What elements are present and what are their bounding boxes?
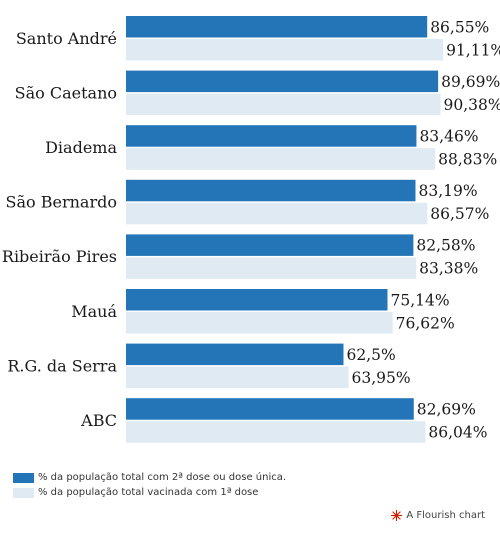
data-label-second-dose-sao-caetano: 89,69%	[441, 73, 500, 91]
bar-first-dose-maua[interactable]	[126, 312, 393, 334]
bar-second-dose-diadema[interactable]	[126, 125, 417, 147]
legend-swatch-first-dose	[13, 487, 34, 498]
data-label-second-dose-ribeirao-pires: 82,58%	[416, 237, 475, 255]
category-label-sao-caetano: São Caetano	[15, 83, 117, 102]
bar-second-dose-maua[interactable]	[126, 289, 388, 311]
bar-second-dose-santo-andre[interactable]	[126, 16, 428, 38]
bar-first-dose-sao-bernardo[interactable]	[126, 202, 428, 225]
legend-item-second-dose[interactable]: % da população total com 2ª dose ou dose…	[13, 470, 286, 485]
data-label-first-dose-abc: 86,04%	[428, 423, 487, 441]
data-label-second-dose-diadema: 83,46%	[419, 127, 478, 145]
data-label-second-dose-sao-bernardo: 83,19%	[419, 182, 478, 200]
data-label-first-dose-sao-caetano: 90,38%	[444, 96, 500, 114]
category-label-maua: Mauá	[71, 302, 117, 321]
bar-first-dose-diadema[interactable]	[126, 148, 436, 170]
bar-first-dose-santo-andre[interactable]	[126, 39, 444, 61]
legend: % da população total com 2ª dose ou dose…	[13, 470, 286, 500]
bar-first-dose-sao-caetano[interactable]	[126, 93, 441, 116]
category-label-santo-andre: Santo André	[16, 29, 117, 48]
category-label-abc: ABC	[80, 411, 117, 430]
data-label-first-dose-sao-bernardo: 86,57%	[430, 205, 489, 223]
category-label-diadema: Diadema	[45, 138, 117, 157]
bar-first-dose-ribeirao-pires[interactable]	[126, 257, 417, 279]
data-label-second-dose-abc: 82,69%	[417, 400, 476, 418]
bar-second-dose-abc[interactable]	[126, 398, 414, 420]
legend-swatch-second-dose	[13, 472, 34, 483]
category-label-r-g-da-serra: R.G. da Serra	[7, 356, 117, 375]
flourish-logo-icon	[391, 510, 403, 521]
bar-second-dose-sao-bernardo[interactable]	[126, 179, 416, 202]
bar-second-dose-ribeirao-pires[interactable]	[126, 234, 414, 256]
bar-first-dose-abc[interactable]	[126, 421, 426, 443]
legend-item-first-dose[interactable]: % da população total vacinada com 1ª dos…	[13, 485, 286, 500]
data-label-first-dose-ribeirao-pires: 83,38%	[419, 260, 478, 278]
bar-chart: Santo André 86,55% 91,11% São Caetano 89,69%…	[2, 16, 500, 443]
data-label-second-dose-r-g-da-serra: 62,5%	[347, 346, 396, 364]
data-label-first-dose-maua: 76,62%	[396, 314, 455, 332]
bar-second-dose-sao-caetano[interactable]	[126, 70, 439, 93]
category-label-ribeirao-pires: Ribeirão Pires	[2, 247, 117, 266]
legend-label-first-dose: % da população total vacinada com 1ª dos…	[38, 487, 259, 498]
credit-text: A Flourish chart	[406, 510, 485, 521]
category-label-sao-bernardo: São Bernardo	[6, 193, 117, 212]
data-label-second-dose-maua: 75,14%	[390, 291, 449, 309]
data-label-first-dose-diadema: 88,83%	[438, 150, 497, 168]
flourish-credit[interactable]: A Flourish chart	[391, 510, 485, 521]
legend-label-second-dose: % da população total com 2ª dose ou dose…	[38, 472, 287, 483]
data-label-first-dose-r-g-da-serra: 63,95%	[352, 369, 411, 387]
bar-second-dose-r-g-da-serra[interactable]	[126, 343, 344, 366]
data-label-second-dose-santo-andre: 86,55%	[430, 18, 489, 36]
data-label-first-dose-santo-andre: 91,11%	[446, 41, 500, 59]
bar-first-dose-r-g-da-serra[interactable]	[126, 366, 349, 389]
